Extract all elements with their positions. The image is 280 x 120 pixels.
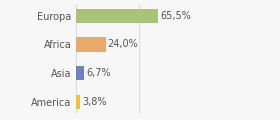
Bar: [76, 9, 158, 23]
Bar: [76, 37, 106, 52]
Text: 24,0%: 24,0%: [108, 39, 139, 49]
Text: 65,5%: 65,5%: [160, 11, 191, 21]
Bar: [76, 95, 80, 109]
Text: 6,7%: 6,7%: [86, 68, 111, 78]
Bar: [76, 66, 84, 80]
Text: 3,8%: 3,8%: [82, 97, 107, 107]
